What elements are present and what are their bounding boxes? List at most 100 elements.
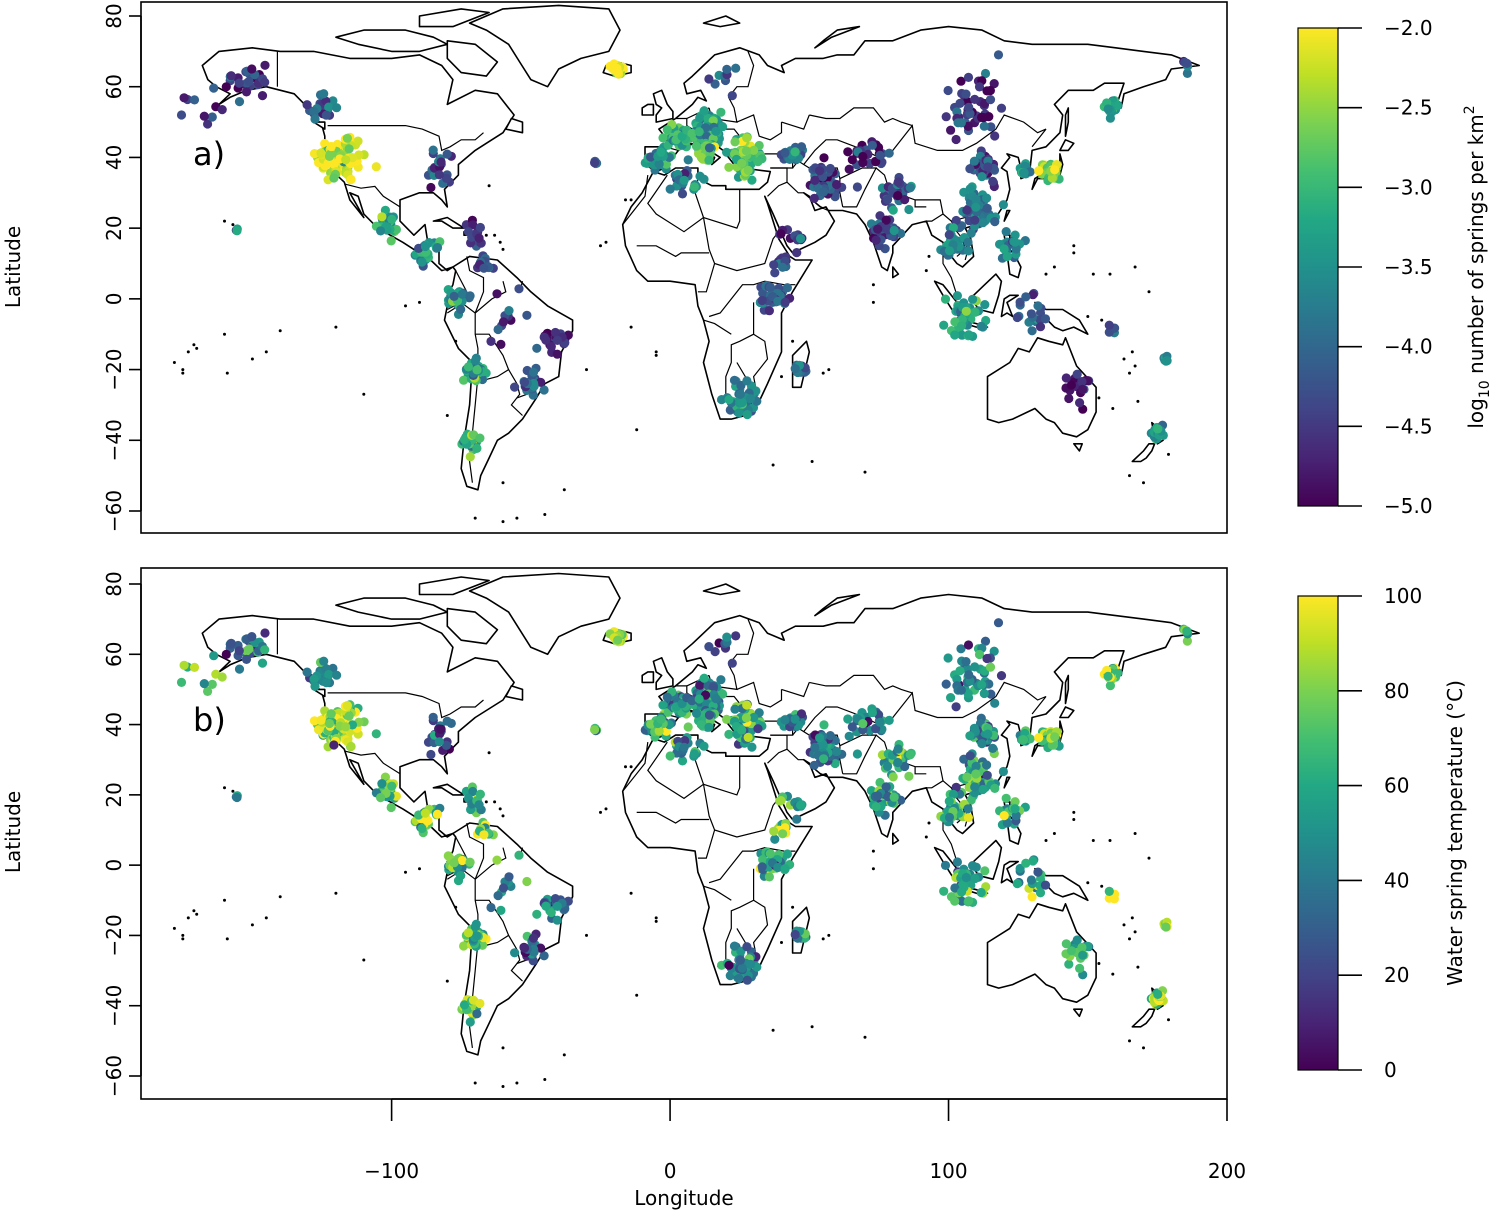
spring-point xyxy=(475,998,485,1009)
spring-point xyxy=(176,677,187,688)
country-border xyxy=(736,114,783,141)
spring-point xyxy=(741,146,752,156)
spring-point xyxy=(951,702,961,712)
y-tick-label: 20 xyxy=(102,215,126,240)
spring-point xyxy=(993,618,1004,628)
small-island xyxy=(195,346,199,350)
small-island xyxy=(192,343,196,347)
spring-point xyxy=(1075,398,1085,408)
spring-point xyxy=(977,680,987,690)
spring-point xyxy=(704,74,714,84)
spring-point xyxy=(232,226,242,236)
small-island xyxy=(810,460,814,463)
y-tick-label: 60 xyxy=(102,642,126,667)
small-island xyxy=(1072,244,1076,248)
spring-point xyxy=(982,770,992,780)
small-island xyxy=(791,339,795,343)
spring-point xyxy=(324,718,335,729)
spring-point xyxy=(764,872,775,882)
spring-point xyxy=(656,147,666,157)
spring-point xyxy=(492,855,502,865)
small-island xyxy=(924,269,928,273)
spring-point xyxy=(552,901,563,912)
spring-point xyxy=(904,204,914,215)
small-island xyxy=(1111,972,1115,976)
spring-point xyxy=(463,362,473,372)
spring-point xyxy=(810,742,820,753)
spring-point xyxy=(962,772,972,782)
country-border xyxy=(344,750,401,775)
colorbar-tick-label: 20 xyxy=(1384,963,1409,987)
colorbar-a-title-sup: 2 xyxy=(1462,105,1478,114)
spring-point xyxy=(881,782,891,792)
spring-point xyxy=(982,193,992,203)
landmass-sulawesi xyxy=(1000,860,1019,884)
spring-point xyxy=(689,182,700,192)
landmass-sakhalin xyxy=(1064,107,1070,137)
spring-point xyxy=(905,750,915,760)
spring-point xyxy=(944,812,955,823)
spring-point xyxy=(1105,113,1115,123)
spring-point xyxy=(257,91,268,101)
spring-point xyxy=(1103,671,1113,682)
small-island xyxy=(827,933,831,937)
spring-point xyxy=(735,955,746,965)
spring-point xyxy=(346,174,356,185)
country-border xyxy=(697,829,716,859)
colorbar-a-title-main: number of springs per km xyxy=(1464,114,1488,380)
country-border xyxy=(702,217,777,272)
spring-point xyxy=(976,887,986,898)
country-border xyxy=(702,784,777,838)
spring-point xyxy=(342,701,352,711)
spring-point xyxy=(342,133,352,143)
small-island xyxy=(585,368,588,372)
spring-point xyxy=(965,184,975,194)
spring-point xyxy=(1040,314,1051,324)
spring-point xyxy=(472,443,482,453)
spring-point xyxy=(217,672,227,682)
spring-point xyxy=(1104,320,1114,330)
spring-point xyxy=(742,410,752,420)
small-island xyxy=(871,867,875,871)
small-island xyxy=(1130,916,1134,920)
small-island xyxy=(501,520,505,524)
spring-point xyxy=(966,795,976,805)
y-tick-label: −20 xyxy=(102,914,126,956)
y-tick-label: 80 xyxy=(102,571,126,596)
country-border xyxy=(697,263,716,293)
spring-point xyxy=(889,792,899,802)
spring-point xyxy=(757,295,767,306)
small-island xyxy=(624,765,627,769)
landmass-novaya-zemlya xyxy=(814,593,861,617)
spring-point xyxy=(832,179,842,190)
country-border xyxy=(703,319,732,335)
spring-point xyxy=(731,631,741,641)
spring-point xyxy=(871,802,881,812)
spring-point xyxy=(324,102,334,112)
small-island xyxy=(863,1035,867,1039)
spring-point xyxy=(241,87,252,97)
small-island xyxy=(181,368,185,372)
spring-point xyxy=(658,133,668,143)
country-border xyxy=(475,899,510,936)
spring-point xyxy=(758,288,768,298)
spring-point xyxy=(893,177,903,187)
small-island xyxy=(172,926,176,930)
spring-point xyxy=(695,113,705,123)
small-island xyxy=(334,325,338,329)
spring-point xyxy=(309,674,319,684)
country-border xyxy=(809,107,913,127)
spring-point xyxy=(830,192,840,202)
spring-point xyxy=(441,173,452,183)
spring-point xyxy=(776,796,786,806)
spring-point xyxy=(724,395,734,405)
spring-point xyxy=(463,928,473,938)
spring-point xyxy=(1061,373,1071,383)
spring-point xyxy=(694,694,704,704)
spring-point xyxy=(727,91,737,101)
small-island xyxy=(629,198,633,202)
spring-point xyxy=(982,86,992,96)
spring-point xyxy=(321,678,331,688)
small-island xyxy=(264,916,268,920)
small-island xyxy=(629,325,633,329)
